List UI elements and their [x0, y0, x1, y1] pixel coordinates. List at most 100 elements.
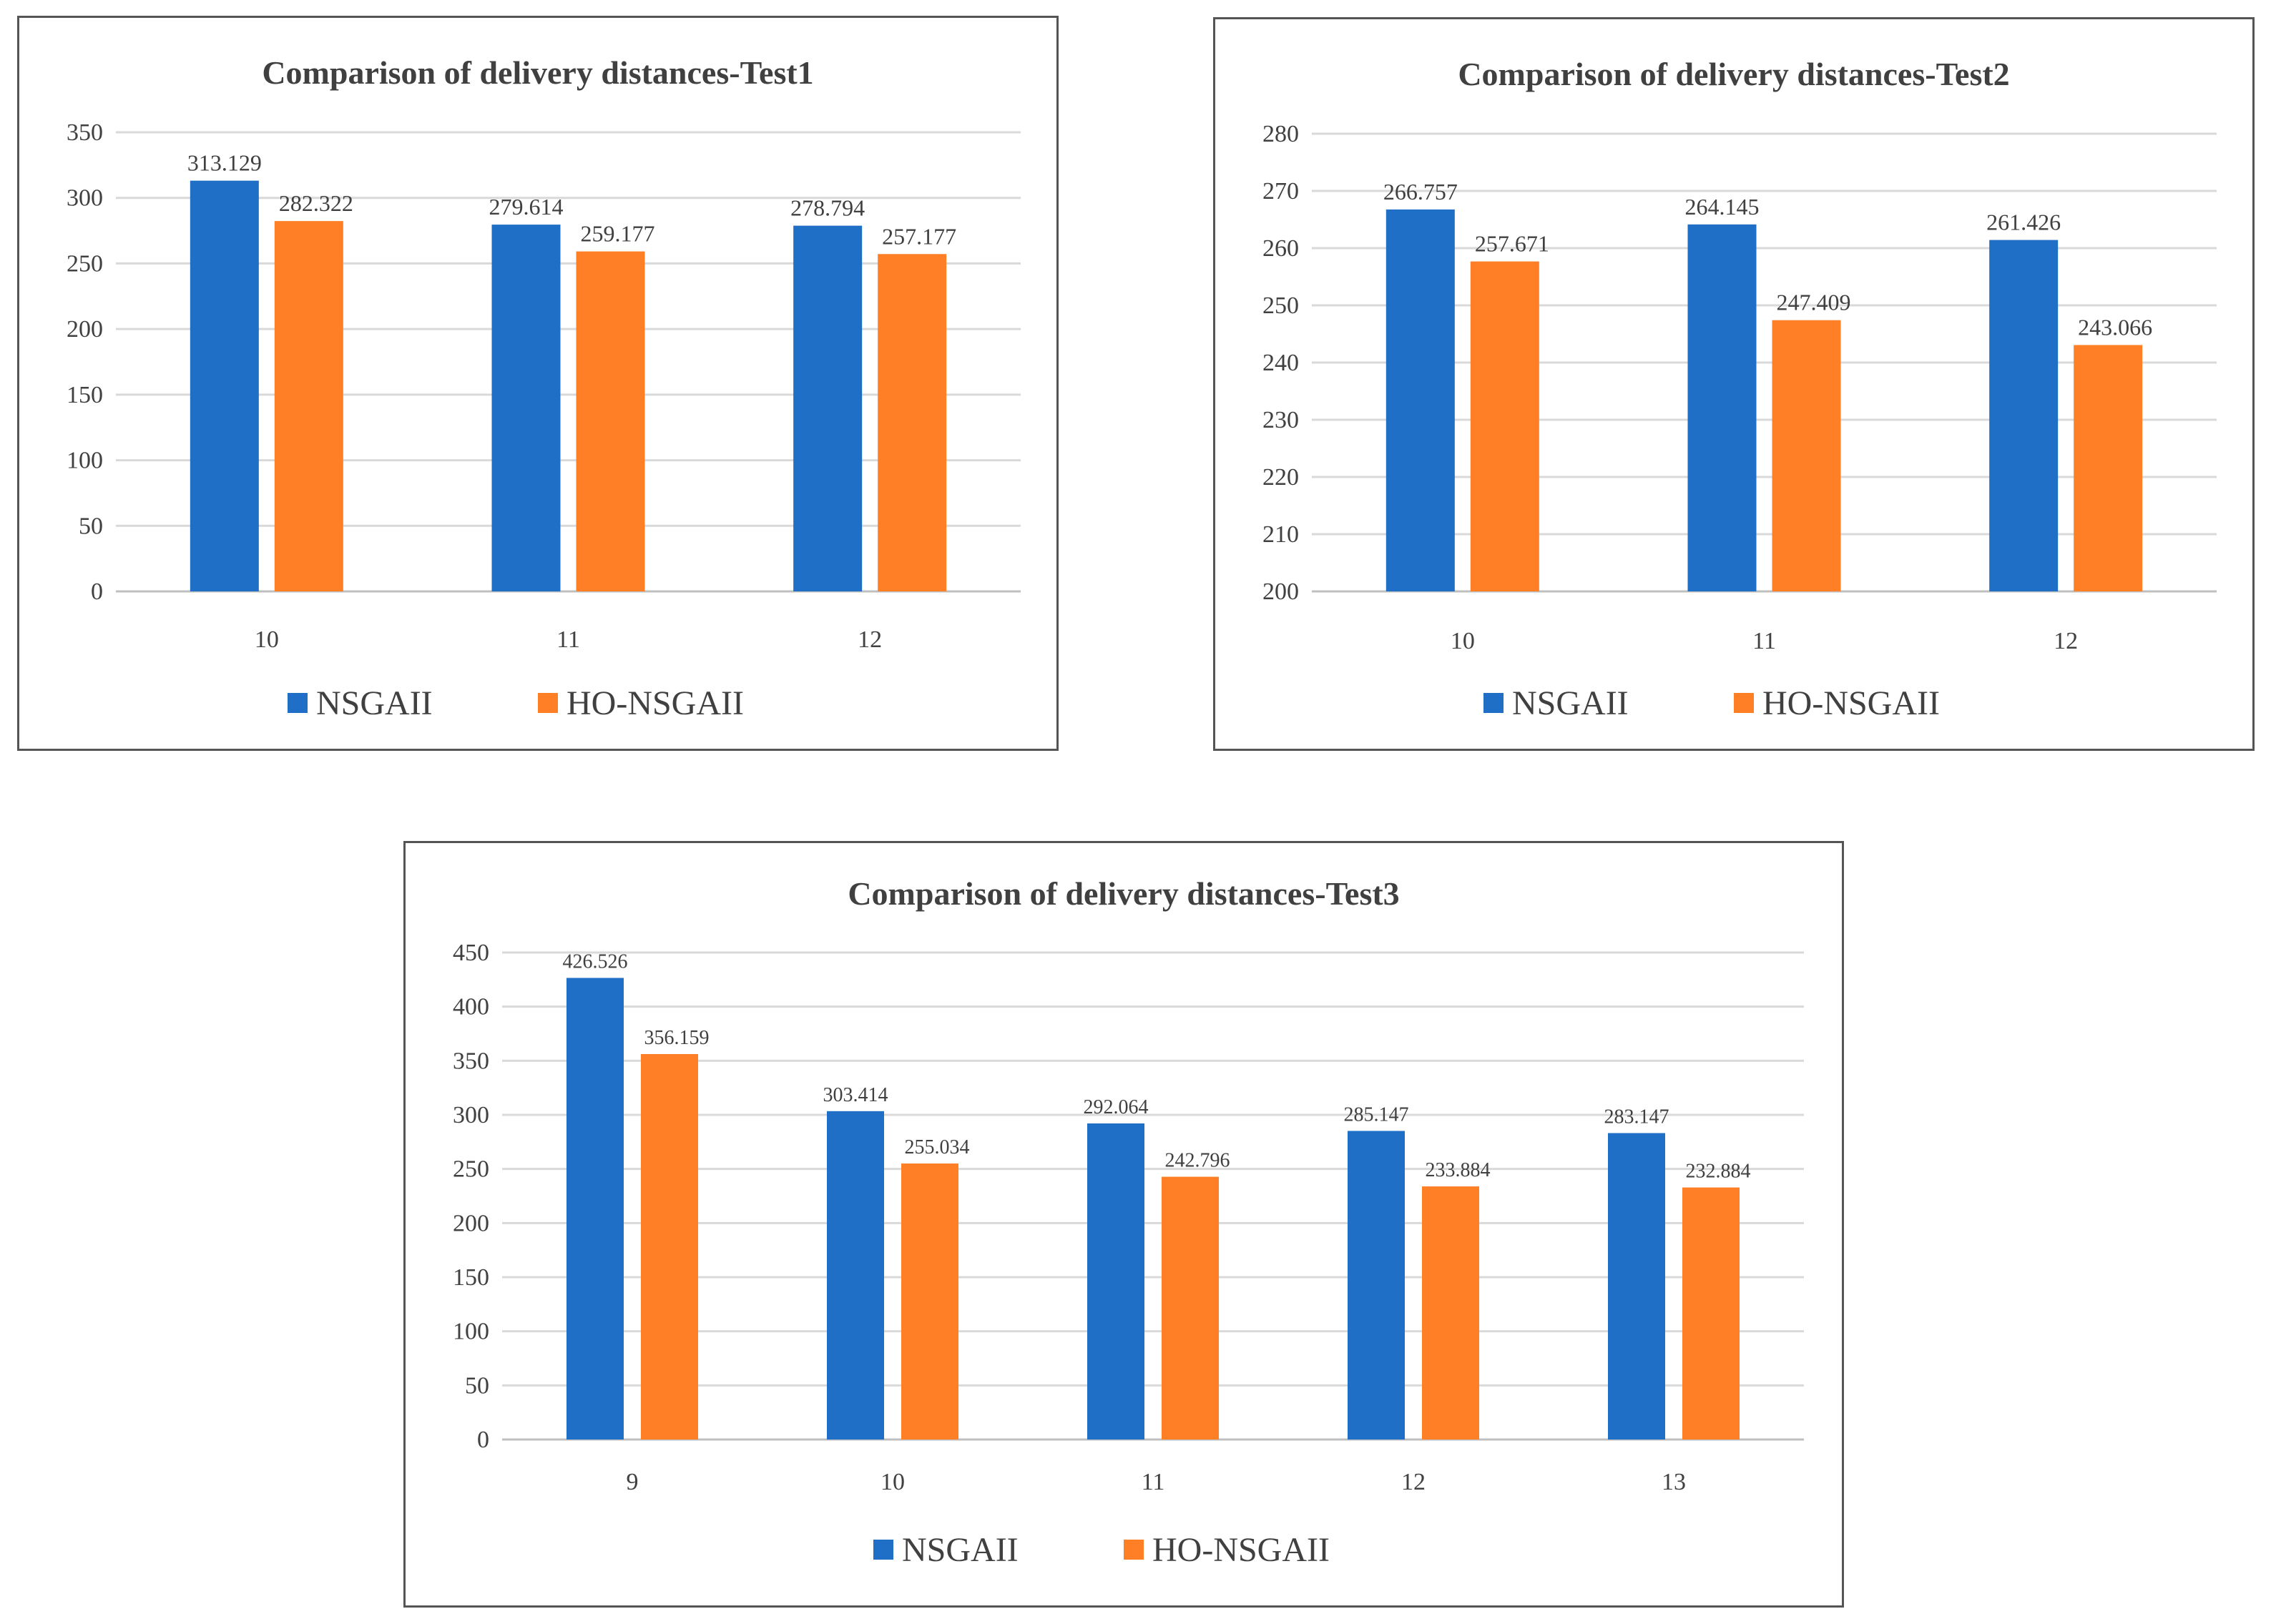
data-label: 282.322: [279, 190, 353, 216]
bar-nsgaii: [491, 225, 561, 591]
y-tick-label: 350: [453, 1048, 489, 1074]
bar-ho-nsgaii: [1682, 1187, 1740, 1440]
bar-ho-nsgaii: [1422, 1186, 1479, 1440]
data-label: 257.177: [882, 223, 956, 249]
y-tick-label: 50: [465, 1372, 489, 1399]
y-tick-label: 230: [1262, 407, 1299, 433]
y-tick-label: 260: [1262, 235, 1299, 262]
chart-test2: Comparison of delivery distances-Test2 20…: [1262, 56, 2217, 722]
y-tick-label: 270: [1262, 178, 1299, 205]
data-label: 285.147: [1344, 1103, 1409, 1126]
bar-ho-nsgaii: [1772, 320, 1841, 591]
data-label: 266.757: [1383, 179, 1458, 205]
bar-ho-nsgaii: [1470, 261, 1539, 591]
bar-nsgaii: [190, 180, 259, 591]
legend-label: NSGAII: [316, 684, 433, 722]
data-label: 303.414: [823, 1084, 888, 1106]
y-tick-label: 240: [1262, 350, 1299, 376]
data-label: 283.147: [1604, 1106, 1669, 1128]
data-label: 232.884: [1686, 1161, 1751, 1183]
bar-nsgaii: [1687, 224, 1757, 592]
bar-nsgaii: [566, 978, 624, 1440]
y-tick-label: 0: [477, 1427, 489, 1453]
x-tick-label: 11: [1142, 1469, 1165, 1495]
bar-ho-nsgaii: [576, 251, 645, 591]
bar-ho-nsgaii: [2074, 345, 2143, 591]
x-tick-label: 12: [1401, 1469, 1426, 1495]
data-label: 233.884: [1426, 1159, 1491, 1181]
y-tick-label: 450: [453, 940, 489, 966]
legend-swatch: [288, 693, 308, 713]
data-label: 247.409: [1777, 290, 1851, 315]
x-tick-label: 10: [255, 626, 279, 653]
legend-swatch: [1483, 693, 1504, 713]
chart-panel-test2: Comparison of delivery distances-Test2 20…: [1213, 17, 2255, 751]
chart-title: Comparison of delivery distances-Test1: [262, 54, 813, 91]
y-tick-label: 200: [453, 1210, 489, 1236]
y-tick-label: 210: [1262, 521, 1299, 548]
data-label: 255.034: [905, 1136, 970, 1158]
bar-ho-nsgaii: [878, 254, 947, 591]
legend-swatch: [873, 1540, 893, 1560]
bar-nsgaii: [1989, 240, 2059, 591]
legend-label: HO-NSGAII: [566, 684, 744, 722]
data-label: 264.145: [1685, 194, 1760, 220]
legend-swatch: [1124, 1540, 1144, 1560]
x-tick-label: 11: [1752, 628, 1776, 654]
y-tick-label: 200: [67, 316, 103, 343]
y-tick-label: 150: [453, 1264, 489, 1291]
y-tick-label: 250: [453, 1156, 489, 1183]
data-label: 313.129: [187, 150, 262, 176]
chart-panel-test1: Comparison of delivery distances-Test1 0 5…: [17, 16, 1059, 751]
legend-swatch: [538, 693, 558, 713]
data-label: 257.671: [1475, 231, 1549, 257]
bar-ho-nsgaii: [1162, 1176, 1219, 1440]
legend-label: HO-NSGAII: [1762, 684, 1940, 722]
bar-nsgaii: [1348, 1131, 1405, 1440]
x-tick-label: 12: [2054, 628, 2078, 654]
legend-label: NSGAII: [1512, 684, 1629, 722]
chart-panel-test3: Comparison of delivery distances-Test3 0 5…: [403, 841, 1844, 1608]
chart-title: Comparison of delivery distances-Test3: [848, 875, 1399, 912]
data-label: 278.794: [790, 195, 865, 221]
data-label: 259.177: [581, 221, 655, 247]
y-tick-label: 0: [91, 579, 103, 605]
data-label: 243.066: [2078, 314, 2152, 340]
legend-label: NSGAII: [902, 1531, 1019, 1569]
y-tick-label: 250: [67, 250, 103, 277]
y-tick-label: 280: [1262, 121, 1299, 147]
data-label: 242.796: [1165, 1150, 1230, 1172]
x-tick-label: 13: [1662, 1469, 1686, 1495]
legend-swatch: [1734, 693, 1754, 713]
bar-nsgaii: [1608, 1133, 1665, 1440]
x-tick-label: 12: [858, 626, 882, 653]
data-label: 279.614: [489, 194, 564, 220]
y-tick-label: 220: [1262, 464, 1299, 491]
y-tick-label: 100: [453, 1319, 489, 1345]
data-label: 292.064: [1084, 1096, 1149, 1118]
y-tick-label: 300: [453, 1102, 489, 1128]
bar-nsgaii: [1385, 209, 1455, 592]
y-tick-label: 300: [67, 185, 103, 212]
x-tick-label: 9: [627, 1469, 639, 1495]
x-tick-label: 11: [556, 626, 580, 653]
bar-ho-nsgaii: [641, 1054, 698, 1440]
x-tick-label: 10: [881, 1469, 905, 1495]
bar-ho-nsgaii: [901, 1163, 958, 1440]
y-tick-label: 250: [1262, 292, 1299, 319]
y-tick-label: 150: [67, 382, 103, 408]
y-tick-label: 400: [453, 994, 489, 1020]
bar-nsgaii: [793, 225, 863, 591]
legend-label: HO-NSGAII: [1152, 1531, 1330, 1569]
data-label: 261.426: [1986, 210, 2061, 235]
chart-title: Comparison of delivery distances-Test2: [1458, 56, 2009, 92]
y-tick-label: 200: [1262, 579, 1299, 605]
x-tick-label: 10: [1451, 628, 1475, 654]
bar-nsgaii: [1087, 1123, 1144, 1440]
data-label: 426.526: [563, 951, 628, 973]
bar-ho-nsgaii: [274, 221, 343, 592]
chart-test1: Comparison of delivery distances-Test1 0 5…: [67, 54, 1021, 722]
data-label: 356.159: [644, 1027, 710, 1049]
y-tick-label: 100: [67, 448, 103, 474]
bar-nsgaii: [827, 1111, 884, 1440]
